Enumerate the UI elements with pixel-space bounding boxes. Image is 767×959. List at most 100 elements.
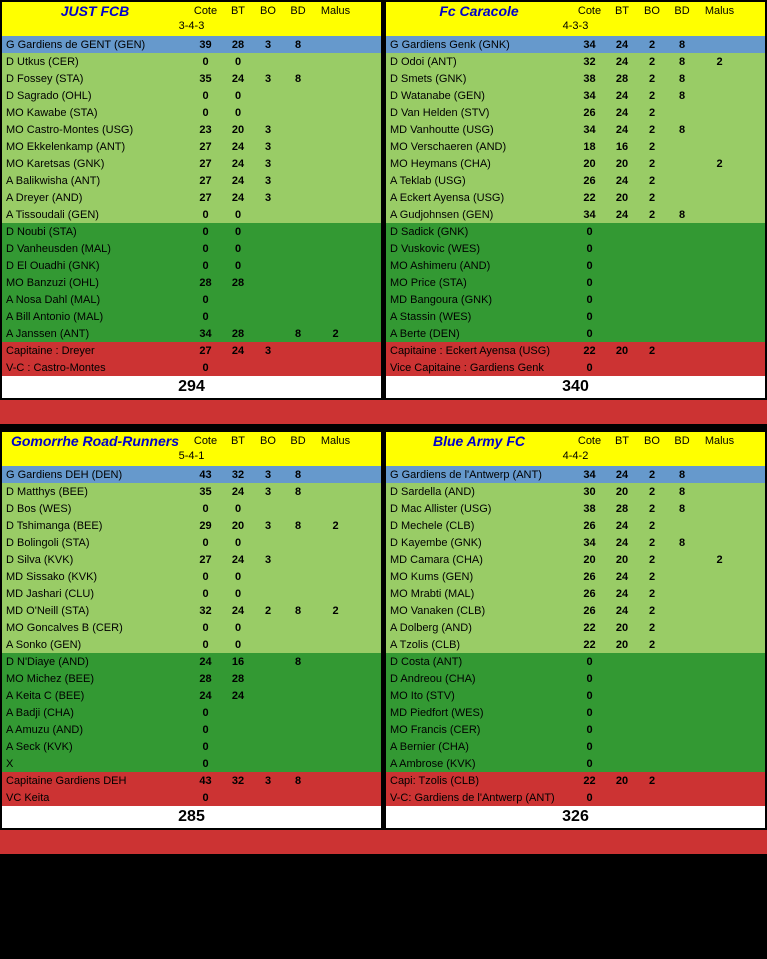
player-name: A Seck (KVK) (2, 741, 188, 753)
team-formation: 4-3-3 (386, 20, 765, 36)
player-name: MO Castro-Montes (USG) (2, 124, 188, 136)
bt-val: 20 (607, 192, 637, 204)
cote-val: 32 (572, 56, 607, 68)
bt-val: 24 (223, 141, 253, 153)
table-row: D Odoi (ANT) 32 24 2 8 2 (386, 53, 765, 70)
bt-val: 24 (607, 209, 637, 221)
bt-val: 0 (223, 107, 253, 119)
player-name: MD Bangoura (GNK) (386, 294, 572, 306)
col-bd: BD (283, 435, 313, 447)
player-name: MO Karetsas (GNK) (2, 158, 188, 170)
cote-val: 24 (188, 656, 223, 668)
bd-val: 8 (283, 486, 313, 498)
bt-val: 32 (223, 775, 253, 787)
cote-val: 0 (188, 107, 223, 119)
cote-val: 0 (188, 758, 223, 770)
team-formation: 4-4-2 (386, 450, 765, 466)
bo-val: 2 (637, 175, 667, 187)
bt-val: 28 (223, 277, 253, 289)
table-row: MO Castro-Montes (USG) 23 20 3 (2, 121, 381, 138)
bd-val: 8 (667, 469, 697, 481)
col-bt: BT (223, 435, 253, 447)
player-name: D Costa (ANT) (386, 656, 572, 668)
player-name: A Teklab (USG) (386, 175, 572, 187)
bo-val: 2 (637, 469, 667, 481)
player-name: D Utkus (CER) (2, 56, 188, 68)
bt-val: 0 (223, 226, 253, 238)
cote-val: 22 (572, 622, 607, 634)
malus-val: 2 (313, 605, 358, 617)
player-name: A Keita C (BEE) (2, 690, 188, 702)
cote-val: 0 (188, 588, 223, 600)
table-row: X 0 (2, 755, 381, 772)
cote-val: 39 (188, 39, 223, 51)
team-panel: JUST FCB Cote BT BO BD Malus 3-4-3 G Gar… (0, 0, 383, 400)
bd-val: 8 (667, 56, 697, 68)
team-panel: Blue Army FC Cote BT BO BD Malus 4-4-2 G… (384, 430, 767, 830)
cote-val: 26 (572, 605, 607, 617)
cote-val: 0 (188, 260, 223, 272)
table-row: D Matthys (BEE) 35 24 3 8 (2, 483, 381, 500)
table-row: A Gudjohnsen (GEN) 34 24 2 8 (386, 206, 765, 223)
bt-val: 0 (223, 537, 253, 549)
table-row: A Sonko (GEN) 0 0 (2, 636, 381, 653)
cote-val: 27 (188, 345, 223, 357)
cote-val: 26 (572, 175, 607, 187)
bd-val: 8 (667, 90, 697, 102)
bt-val: 28 (607, 503, 637, 515)
col-bt: BT (607, 435, 637, 447)
cote-val: 0 (572, 328, 607, 340)
bt-val: 24 (223, 175, 253, 187)
player-name: A Balikwisha (ANT) (2, 175, 188, 187)
table-row: MO Price (STA) 0 (386, 274, 765, 291)
table-row: MD O'Neill (STA) 32 24 2 8 2 (2, 602, 381, 619)
bo-val: 2 (637, 639, 667, 651)
malus-val: 2 (697, 158, 742, 170)
cote-val: 28 (188, 277, 223, 289)
cote-val: 0 (188, 639, 223, 651)
cote-val: 0 (572, 741, 607, 753)
bt-val: 24 (607, 39, 637, 51)
bo-val: 3 (253, 486, 283, 498)
cote-val: 0 (572, 260, 607, 272)
player-name: MO Vanaken (CLB) (386, 605, 572, 617)
table-row: MO Karetsas (GNK) 27 24 3 (2, 155, 381, 172)
table-row: Capitaine : Eckert Ayensa (USG) 22 20 2 (386, 342, 765, 359)
table-row: D Kayembe (GNK) 34 24 2 8 (386, 534, 765, 551)
table-row: MD Jashari (CLU) 0 0 (2, 585, 381, 602)
bd-val: 8 (283, 520, 313, 532)
player-name: MO Mrabti (MAL) (386, 588, 572, 600)
bd-val: 8 (283, 775, 313, 787)
player-name: D Vanheusden (MAL) (2, 243, 188, 255)
player-name: MO Goncalves B (CER) (2, 622, 188, 634)
table-row: A Seck (KVK) 0 (2, 738, 381, 755)
table-row: D Van Helden (STV) 26 24 2 (386, 104, 765, 121)
table-row: MO Michez (BEE) 28 28 (2, 670, 381, 687)
player-name: D Tshimanga (BEE) (2, 520, 188, 532)
col-malus: Malus (697, 5, 742, 17)
table-row: MO Vanaken (CLB) 26 24 2 (386, 602, 765, 619)
bt-val: 16 (223, 656, 253, 668)
table-row: D Silva (KVK) 27 24 3 (2, 551, 381, 568)
col-bo: BO (637, 435, 667, 447)
bt-val: 24 (607, 56, 637, 68)
cote-val: 0 (188, 622, 223, 634)
table-row: MO Mrabti (MAL) 26 24 2 (386, 585, 765, 602)
table-row: A Teklab (USG) 26 24 2 (386, 172, 765, 189)
bd-val: 8 (283, 39, 313, 51)
bt-val: 32 (223, 469, 253, 481)
table-row: D Tshimanga (BEE) 29 20 3 8 2 (2, 517, 381, 534)
cote-val: 0 (572, 277, 607, 289)
bt-val: 24 (607, 588, 637, 600)
player-name: G Gardiens de GENT (GEN) (2, 39, 188, 51)
cote-val: 0 (188, 209, 223, 221)
cote-val: 0 (188, 571, 223, 583)
player-name: D Matthys (BEE) (2, 486, 188, 498)
bo-val: 3 (253, 345, 283, 357)
player-name: D Bolingoli (STA) (2, 537, 188, 549)
player-name: G Gardiens de l'Antwerp (ANT) (386, 469, 572, 481)
bo-val: 2 (637, 605, 667, 617)
player-name: A Dreyer (AND) (2, 192, 188, 204)
table-row: A Amuzu (AND) 0 (2, 721, 381, 738)
table-row: G Gardiens de l'Antwerp (ANT) 34 24 2 8 (386, 466, 765, 483)
